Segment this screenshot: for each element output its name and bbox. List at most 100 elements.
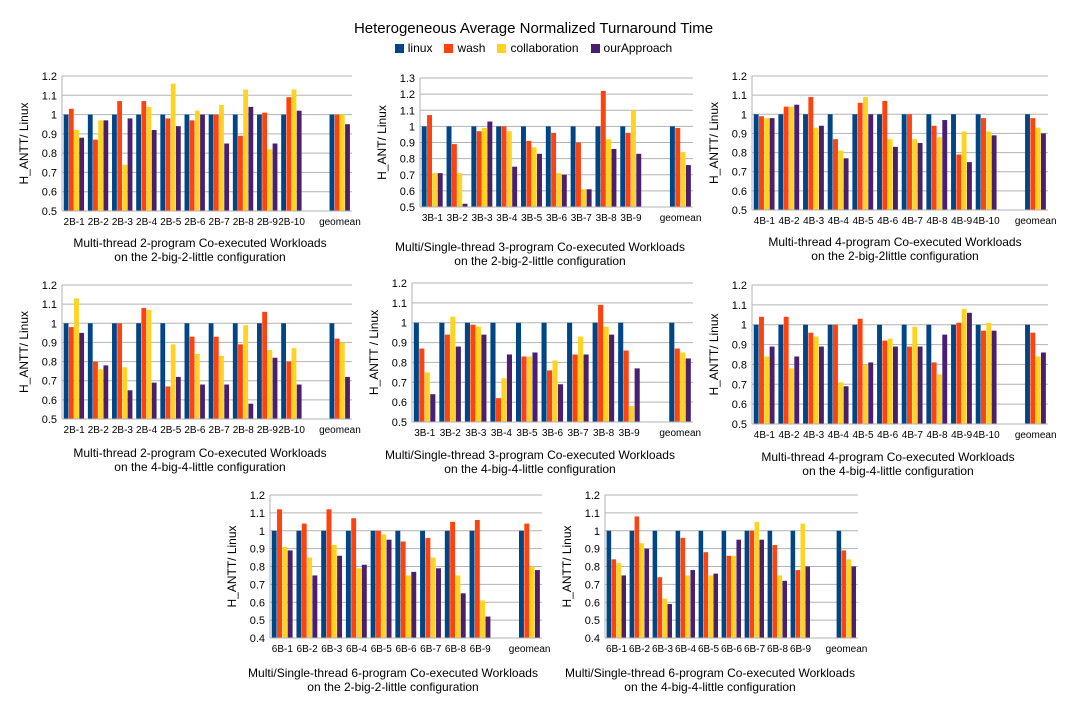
bar-ourApproach (224, 384, 230, 419)
bar-linux (901, 114, 907, 210)
bar-wash (427, 115, 433, 207)
x-tick-label: 4B-2 (778, 430, 800, 441)
x-tick-label: 3B-9 (620, 213, 642, 224)
x-tick-label: 6B-1 (272, 644, 294, 655)
bar-linux (136, 114, 141, 211)
y-tick-label: 1.1 (732, 300, 747, 312)
x-tick-label: geomean (1015, 430, 1057, 441)
bar-ourApproach (818, 125, 824, 210)
bar-collaboration (526, 356, 533, 422)
bar-linux (63, 114, 69, 211)
legend-label: ourApproach (603, 41, 673, 55)
bar-collaboration (863, 364, 868, 424)
bar-wash (286, 97, 292, 211)
bar-ourApproach (794, 356, 800, 424)
bar-ourApproach (685, 165, 691, 207)
bar-linux (112, 114, 117, 211)
bar-ourApproach (481, 334, 487, 422)
y-tick-label: 0.7 (392, 377, 407, 389)
bar-ourApproach (272, 143, 278, 211)
bar-collaboration (616, 562, 622, 638)
x-tick-label: 4B-8 (926, 430, 948, 441)
bar-wash (675, 127, 681, 207)
bar-wash (141, 101, 147, 211)
bar-linux (63, 323, 69, 419)
bar-wash (286, 361, 292, 419)
bar-linux (87, 323, 93, 419)
y-axis-label: H_ANTT/ Linux (17, 311, 31, 393)
x-tick-label: 4B-5 (852, 430, 874, 441)
x-tick-label: geomean (1015, 216, 1057, 227)
x-tick-label: 6B-4 (346, 644, 368, 655)
bar-wash (476, 131, 482, 207)
bar-wash (117, 323, 123, 419)
bar-chart-svg: 0.50.60.70.80.911.11.24B-1 4B-2 4B-3 4B-4 4B… (707, 71, 1057, 227)
bar-ourApproach (151, 382, 157, 419)
bar-linux (469, 530, 475, 638)
bar-linux (721, 530, 727, 638)
bar-chart-svg: 0.50.60.70.80.911.11.22B-1 2B-2 2B-3 2B-4 2B… (17, 280, 361, 436)
caption-line: on the 4-big-4-little configuration (114, 460, 286, 474)
bar-collaboration (457, 173, 463, 207)
bar-chart-svg: 0.50.60.70.80.911.11.21.33B-1 3B-2 3B-3 3B-… (375, 73, 701, 224)
bar-collaboration (863, 97, 868, 210)
y-tick-label: 0.6 (732, 186, 747, 198)
bar-wash (165, 118, 171, 211)
x-tick-label: 4B-6 (877, 216, 899, 227)
bar-ourApproach (1040, 133, 1046, 210)
bar-collaboration (219, 104, 224, 211)
y-tick-label: 0.8 (42, 148, 57, 160)
chart-caption: Multi/Single-thread 6-program Co-execute… (510, 666, 910, 694)
bar-wash (375, 530, 381, 638)
bar-collaboration (961, 131, 967, 210)
legend-swatch-collaboration (497, 43, 507, 53)
bar-wash (262, 112, 268, 211)
y-tick-label: 1.2 (400, 89, 415, 101)
y-tick-label: 0.9 (250, 544, 265, 556)
x-tick-label: 6B-4 (675, 644, 697, 655)
x-tick-label: 2B-7 (209, 425, 231, 436)
bar-linux (1025, 324, 1030, 424)
bar-ourApproach (287, 550, 293, 638)
y-tick-label: 1 (741, 109, 747, 121)
bar-collaboration (912, 326, 918, 424)
y-tick-label: 1.1 (400, 105, 415, 117)
bar-wash (334, 114, 340, 211)
bar-ourApproach (103, 120, 109, 211)
bar-collaboration (838, 150, 844, 210)
bar-linux (413, 322, 419, 422)
bar-wash (189, 120, 195, 211)
x-tick-label: 3B-1 (414, 428, 436, 439)
bar-wash (598, 304, 604, 422)
bar-linux (257, 323, 262, 419)
bar-chart-svg: 0.50.60.70.80.911.11.23B-1 3B-2 3B-3 3B-4 3B… (367, 278, 701, 439)
bar-ourApproach (794, 104, 800, 210)
y-tick-label: 0.6 (392, 397, 407, 409)
bar-wash (981, 118, 986, 210)
bar-linux (471, 126, 477, 208)
x-tick-label: 6B-2 (297, 644, 319, 655)
bar-wash (526, 140, 532, 207)
bar-collaboration (777, 575, 783, 638)
bar-wash (551, 132, 557, 207)
bar-collaboration (122, 367, 128, 419)
y-tick-label: 0.9 (392, 338, 407, 350)
bar-linux (753, 114, 759, 210)
bar-ourApproach (200, 384, 205, 419)
bar-linux (567, 322, 573, 422)
bar-ourApproach (175, 376, 181, 419)
bar-linux (827, 324, 833, 424)
bar-ourApproach (79, 137, 85, 211)
bar-ourApproach (1040, 352, 1046, 424)
bar-linux (951, 114, 956, 210)
x-tick-label: 2B-8 (233, 217, 255, 228)
bar-collaboration (424, 372, 430, 422)
x-tick-label: 3B-7 (571, 213, 593, 224)
bar-collaboration (267, 350, 273, 419)
legend-item-linux: linux (394, 41, 432, 55)
bar-collaboration (243, 325, 249, 419)
bar-collaboration (630, 110, 636, 207)
bar-linux (652, 530, 658, 638)
bar-linux (439, 322, 445, 422)
x-tick-label: 2B-9 (257, 425, 279, 436)
